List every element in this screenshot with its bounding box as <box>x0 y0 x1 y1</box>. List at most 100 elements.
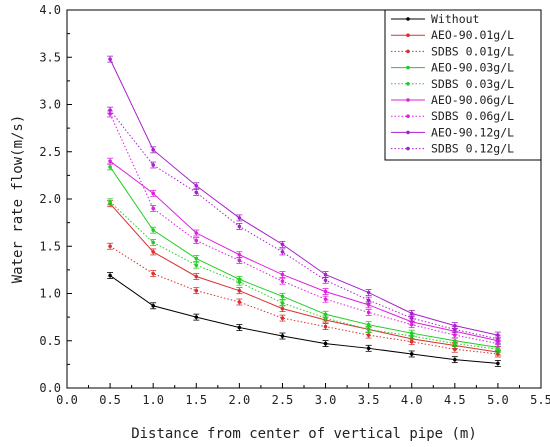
series-6 <box>107 110 501 347</box>
series-line <box>109 109 499 340</box>
series-line <box>109 203 498 353</box>
series-7 <box>107 55 501 339</box>
series-5 <box>107 157 501 345</box>
data-point <box>280 306 285 311</box>
data-point <box>366 303 371 307</box>
data-point <box>323 297 328 301</box>
data-point <box>237 325 242 330</box>
x-tick-label: 0.5 <box>99 393 121 407</box>
legend-label: SDBS 0.03g/L <box>431 77 514 91</box>
data-point <box>280 294 285 299</box>
data-point <box>453 341 457 346</box>
data-point <box>108 165 112 169</box>
data-point <box>194 288 199 293</box>
data-point <box>366 290 371 295</box>
x-tick-label: 3.0 <box>315 393 337 407</box>
data-point <box>366 298 371 302</box>
legend-marker <box>406 98 410 102</box>
data-point <box>237 216 242 220</box>
data-point <box>108 57 112 61</box>
series-line <box>109 160 499 342</box>
legend-marker <box>406 114 410 118</box>
series-line <box>109 245 498 355</box>
x-tick-label: 4.0 <box>401 393 423 407</box>
data-point <box>151 250 155 254</box>
series-8 <box>107 106 501 343</box>
data-point <box>453 357 457 362</box>
legend-box <box>384 9 542 161</box>
data-point <box>496 341 500 346</box>
series-4 <box>107 198 501 353</box>
data-point <box>280 279 285 284</box>
data-point <box>194 238 199 243</box>
legend-marker <box>406 82 410 86</box>
x-tick-label: 5.5 <box>530 393 550 407</box>
data-point <box>108 200 112 204</box>
data-point <box>323 278 328 283</box>
x-tick-label: 2.0 <box>229 393 251 407</box>
y-axis-title: Water rate flow(m/s) <box>10 115 26 284</box>
data-point <box>280 334 285 338</box>
y-tick-label: 3.5 <box>39 50 61 64</box>
data-point <box>194 263 199 267</box>
x-tick-label: 0.0 <box>56 393 78 407</box>
data-point <box>237 224 242 229</box>
legend-label: Without <box>431 12 479 26</box>
data-point <box>194 190 199 195</box>
data-point <box>409 352 414 356</box>
legend-marker <box>406 33 410 37</box>
data-point <box>366 322 371 327</box>
x-axis-title: Distance from center of vertical pipe (m… <box>131 426 477 442</box>
series-line <box>109 201 498 350</box>
data-point <box>409 311 414 316</box>
data-point <box>366 327 371 332</box>
legend-marker <box>406 17 410 21</box>
y-tick-label: 1.5 <box>39 239 61 253</box>
data-point <box>323 316 328 320</box>
data-point <box>108 244 112 249</box>
series-line <box>109 113 499 345</box>
data-point <box>366 346 371 351</box>
data-point <box>237 300 242 304</box>
y-tick-label: 0.0 <box>39 381 61 395</box>
data-point <box>323 272 328 277</box>
data-point <box>151 206 155 211</box>
y-tick-label: 4.0 <box>39 3 61 17</box>
data-point <box>323 324 328 329</box>
legend: Without AEO-90.01g/L SDBS 0.01g/L AEO-90.03… <box>384 9 542 161</box>
data-point <box>237 280 242 284</box>
data-point <box>453 333 457 337</box>
x-tick-label: 2.5 <box>272 393 294 407</box>
data-point <box>496 337 500 341</box>
legend-marker <box>406 130 410 135</box>
data-point <box>237 252 242 257</box>
data-point <box>496 352 500 356</box>
data-point <box>194 256 199 261</box>
data-point <box>194 183 199 188</box>
series-line <box>109 275 498 364</box>
data-point <box>409 334 414 338</box>
data-point <box>151 303 155 308</box>
data-point <box>151 148 155 152</box>
data-point <box>496 361 500 366</box>
data-point <box>151 240 155 245</box>
data-point <box>323 289 328 294</box>
legend-label: AEO-90.01g/L <box>431 28 514 42</box>
data-point <box>280 250 285 254</box>
y-tick-label: 3.0 <box>39 98 61 112</box>
data-point <box>108 159 112 163</box>
legend-label: SDBS 0.06g/L <box>431 109 514 123</box>
data-point <box>151 228 155 232</box>
legend-label: AEO-90.03g/L <box>431 61 514 75</box>
data-point <box>237 258 242 263</box>
legend-label: SDBS 0.01g/L <box>431 44 514 58</box>
series-line <box>109 58 499 336</box>
y-tick-label: 1.0 <box>39 287 61 301</box>
x-tick-label: 5.0 <box>487 393 509 407</box>
data-point <box>453 347 457 352</box>
legend-label: AEO-90.06g/L <box>431 93 514 107</box>
data-point <box>323 341 328 346</box>
data-point <box>409 322 414 327</box>
data-point <box>280 301 285 305</box>
data-point <box>151 191 155 196</box>
